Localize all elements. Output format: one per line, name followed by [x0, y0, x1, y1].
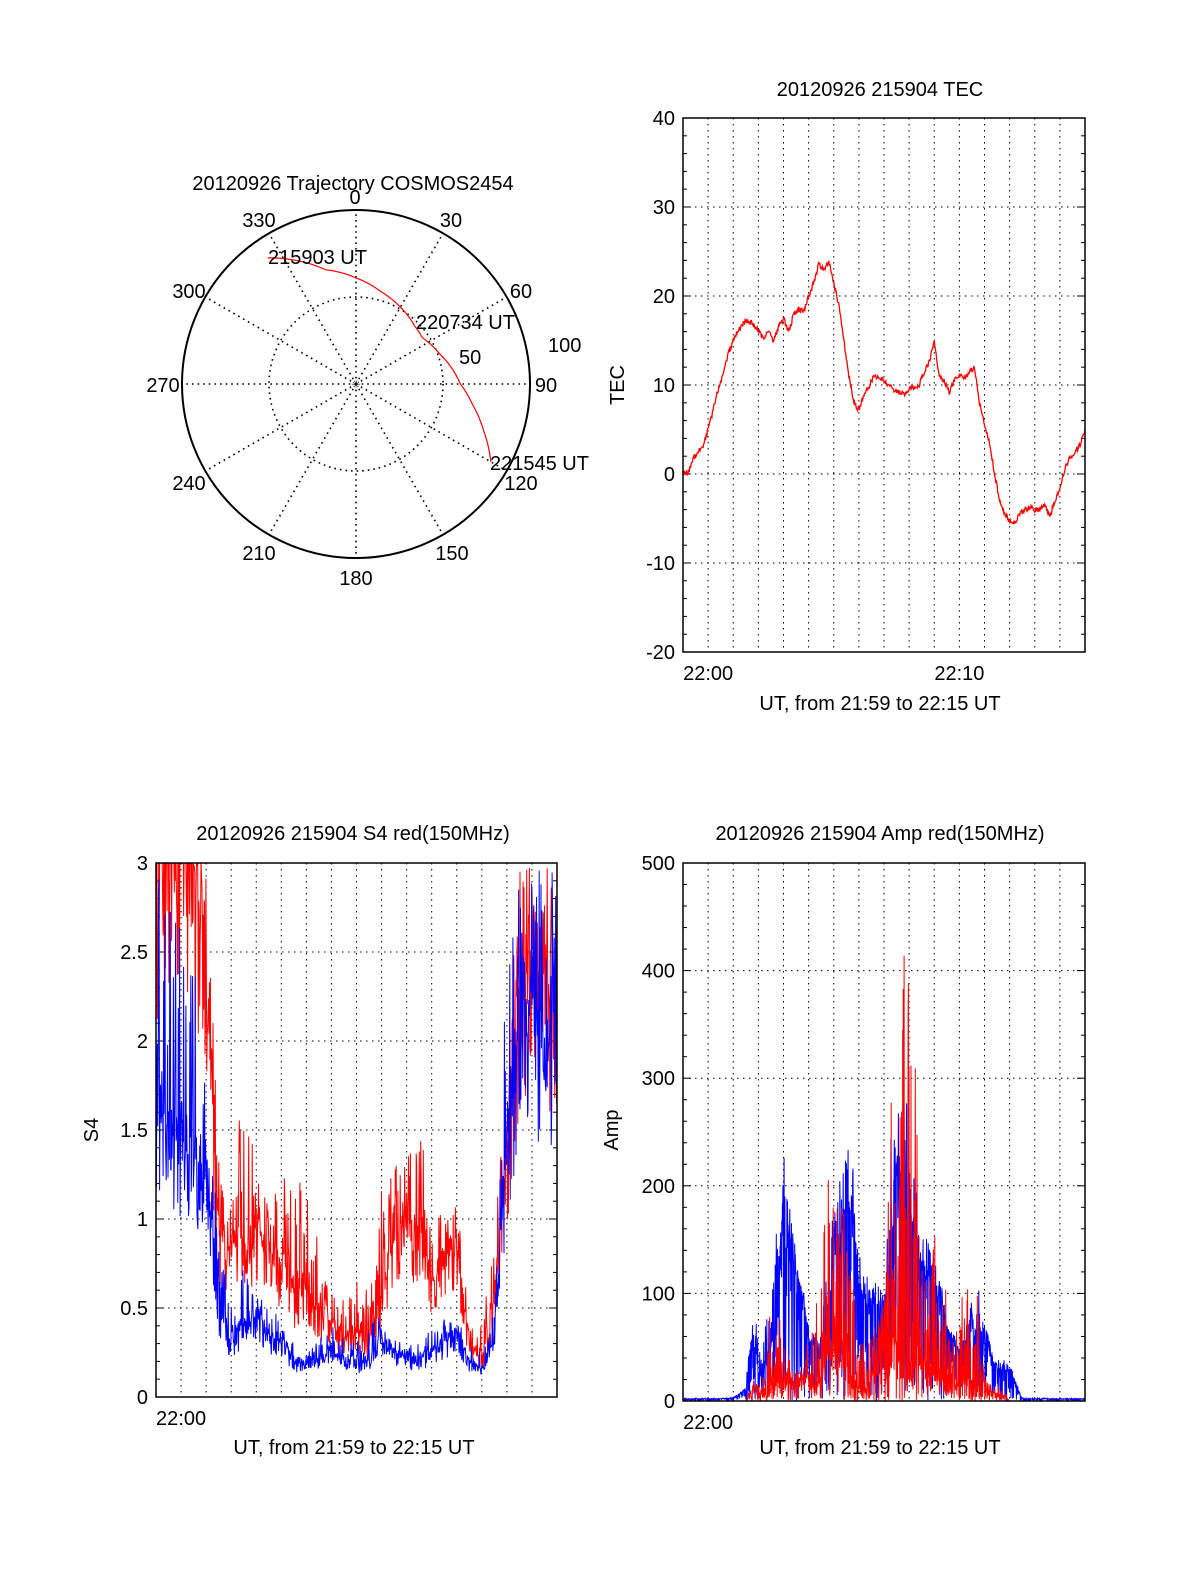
s4-y-axis-label: S4	[81, 1118, 103, 1142]
y-tick-label: 300	[642, 1068, 675, 1090]
polar-grid	[182, 210, 530, 558]
amp-y-axis-label: Amp	[601, 1109, 623, 1150]
y-tick-label: 200	[642, 1176, 675, 1198]
polar-spoke	[355, 383, 444, 536]
series-line-s4-blue	[156, 870, 557, 1375]
y-tick-label: 0	[664, 464, 675, 486]
polar-spoke	[268, 232, 357, 385]
tec-y-axis-label: TEC	[607, 365, 629, 405]
s4-panel: 20120926 215904 S4 red(150MHz) S4 UT, fr…	[81, 823, 558, 1459]
azimuth-tick-label: 300	[172, 281, 205, 303]
trajectory-title: 20120926 Trajectory COSMOS2454	[192, 173, 513, 195]
polar-spoke	[204, 296, 357, 385]
y-tick-label: 30	[653, 197, 675, 219]
y-tick-label: -10	[646, 553, 675, 575]
azimuth-tick-label: 60	[510, 281, 532, 303]
y-tick-label: 2.5	[120, 942, 148, 964]
amp-title: 20120926 215904 Amp red(150MHz)	[715, 823, 1044, 845]
polar-spoke	[355, 232, 444, 385]
tec-title: 20120926 215904 TEC	[777, 79, 983, 101]
annotation-start-time: 215903 UT	[268, 247, 367, 269]
azimuth-tick-label: 210	[242, 543, 275, 565]
tec-panel: 20120926 215904 TEC TEC UT, from 21:59 t…	[607, 79, 1086, 715]
trajectory-line	[267, 257, 492, 462]
plot-frame	[155, 862, 558, 1398]
polar-outer-circle	[181, 209, 531, 559]
azimuth-tick-label: 330	[242, 210, 275, 232]
amp-x-axis-label: UT, from 21:59 to 22:15 UT	[759, 1437, 1000, 1459]
annotation-mid-time: 220734 UT	[416, 312, 515, 334]
series-group	[683, 260, 1085, 525]
azimuth-tick-label: 150	[435, 543, 468, 565]
annotation-end-time: 221545 UT	[490, 453, 589, 475]
y-tick-label: 3	[137, 853, 148, 875]
azimuth-tick-labels: 0 30 60 90 120 150 180 210 240 270 300 330	[146, 187, 557, 590]
azimuth-tick-label: 240	[172, 473, 205, 495]
x-tick-label: 22:00	[683, 663, 733, 685]
x-tick-label: 22:10	[934, 663, 984, 685]
radial-tick-50: 50	[459, 347, 481, 369]
s4-title: 20120926 215904 S4 red(150MHz)	[196, 823, 510, 845]
azimuth-tick-label: 270	[146, 375, 179, 397]
plot-frame	[682, 862, 1086, 1402]
trajectory-polar-plot: 20120926 Trajectory COSMOS2454 0 30 60 90 12…	[146, 173, 589, 590]
y-tick-label: 40	[653, 108, 675, 130]
azimuth-tick-label: 90	[535, 375, 557, 397]
series-group	[156, 863, 557, 1375]
y-tick-label: 400	[642, 961, 675, 983]
polar-center	[352, 380, 360, 388]
y-tick-label: 0	[664, 1391, 675, 1413]
series-line-tec	[683, 260, 1085, 525]
polar-spoke	[355, 383, 508, 472]
azimuth-tick-label: 30	[440, 210, 462, 232]
radial-tick-100: 100	[548, 335, 581, 357]
polar-spoke	[204, 383, 357, 472]
amp-panel: 20120926 215904 Amp red(150MHz) Amp UT, …	[601, 823, 1086, 1459]
y-tick-label: 1.5	[120, 1120, 148, 1142]
polar-spoke	[268, 383, 357, 536]
y-tick-label: 100	[642, 1283, 675, 1305]
polar-ring-50	[268, 296, 444, 472]
y-tick-label: 500	[642, 853, 675, 875]
x-tick-label: 22:00	[156, 1408, 206, 1430]
y-tick-label: -20	[646, 642, 675, 664]
y-tick-label: 1	[137, 1209, 148, 1231]
series-line-amp-red	[683, 955, 1085, 1401]
y-tick-label: 20	[653, 286, 675, 308]
y-tick-label: 2	[137, 1031, 148, 1053]
tec-x-axis-label: UT, from 21:59 to 22:15 UT	[759, 693, 1000, 715]
y-tick-label: 0	[137, 1387, 148, 1409]
polar-spoke	[355, 296, 508, 385]
azimuth-tick-label: 120	[504, 473, 537, 495]
y-tick-label: 0.5	[120, 1298, 148, 1320]
y-tick-label: 10	[653, 375, 675, 397]
x-tick-label: 22:00	[683, 1412, 733, 1434]
azimuth-tick-label: 180	[339, 568, 372, 590]
series-line-s4-red	[156, 863, 557, 1369]
s4-x-axis-label: UT, from 21:59 to 22:15 UT	[233, 1437, 474, 1459]
plot-frame	[682, 117, 1086, 653]
azimuth-tick-label: 0	[349, 187, 360, 209]
series-group	[683, 955, 1085, 1401]
